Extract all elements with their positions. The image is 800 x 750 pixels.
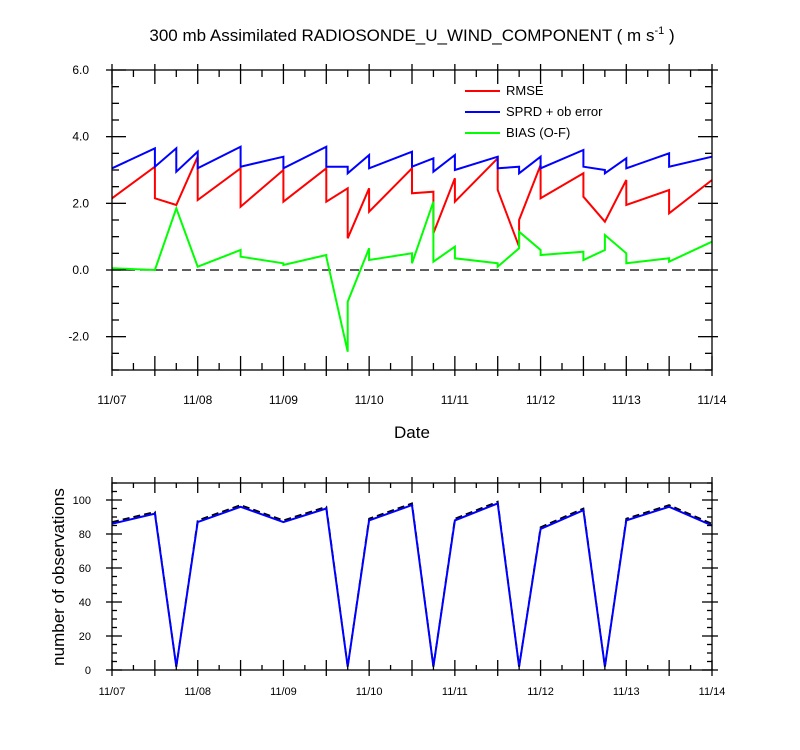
y-tick-label-0: 0 xyxy=(85,665,91,677)
y-tick-label-2-0: 2.0 xyxy=(72,196,89,210)
chart-title-superscript: -1 xyxy=(654,25,664,37)
legend-label-sprd-ob-error: SPRD + ob error xyxy=(506,104,603,119)
top-plot-frame xyxy=(111,69,713,371)
x-tick-label-11-10: 11/10 xyxy=(355,393,384,407)
legend: RMSE SPRD + ob error BIAS (O-F) xyxy=(465,83,603,140)
y-tick-label-20: 20 xyxy=(79,631,91,643)
legend-label-rmse: RMSE xyxy=(506,83,544,98)
top-ticks-group xyxy=(106,64,718,376)
chart-title-main: 300 mb Assimilated RADIOSONDE_U_WIND_COM… xyxy=(149,26,654,45)
y-tick-label-40: 40 xyxy=(79,597,91,609)
x-tick-label-11-09: 11/09 xyxy=(270,686,297,698)
series-line-observations-possible xyxy=(111,500,713,667)
x-tick-label-11-14: 11/14 xyxy=(697,393,726,407)
x-tick-label-11-10: 11/10 xyxy=(356,686,383,698)
top-tick-labels: 11/07 11/08 11/09 11/10 11/11 11/12 11/13 11/14… xyxy=(68,63,727,407)
y-tick-label-0-0: 0.0 xyxy=(72,263,89,277)
series-line-bias-o-f xyxy=(111,201,713,352)
x-tick-label-11-11: 11/11 xyxy=(441,393,470,407)
x-tick-label-11-14: 11/14 xyxy=(699,686,726,698)
y-tick-label-100: 100 xyxy=(73,495,91,507)
series-line-sprd-ob-error xyxy=(111,145,713,176)
y-axis-title-observations: number of observations xyxy=(49,488,68,666)
y-tick-label-4-0: 4.0 xyxy=(72,130,89,144)
chart-title-suffix: ) xyxy=(664,26,674,45)
bias-rmse-panel: 11/07 11/08 11/09 11/10 11/11 11/12 11/13 11/14… xyxy=(68,63,727,442)
bottom-series-group xyxy=(111,500,713,667)
x-tick-label-11-11: 11/11 xyxy=(442,686,468,698)
top-series-group xyxy=(111,145,713,352)
y-tick-label-2-0: -2.0 xyxy=(68,330,89,344)
x-tick-label-11-12: 11/12 xyxy=(527,686,554,698)
observations-panel: 11/07 11/08 11/09 11/10 11/11 11/12 11/13 11/14… xyxy=(49,477,725,698)
x-tick-label-11-12: 11/12 xyxy=(526,393,555,407)
y-tick-label-6-0: 6.0 xyxy=(72,63,89,77)
x-tick-label-11-13: 11/13 xyxy=(612,393,641,407)
chart-title: 300 mb Assimilated RADIOSONDE_U_WIND_COM… xyxy=(149,25,674,45)
x-axis-title: Date xyxy=(394,423,430,442)
bottom-ticks-group xyxy=(106,477,718,676)
x-tick-label-11-07: 11/07 xyxy=(99,686,126,698)
x-tick-label-11-07: 11/07 xyxy=(97,393,126,407)
series-line-observations-used xyxy=(111,501,713,667)
legend-label-bias-o-f: BIAS (O-F) xyxy=(506,125,570,140)
x-tick-label-11-09: 11/09 xyxy=(269,393,298,407)
y-tick-label-80: 80 xyxy=(79,529,91,541)
series-line-rmse xyxy=(111,155,713,248)
bottom-tick-labels: 11/07 11/08 11/09 11/10 11/11 11/12 11/13 11/14… xyxy=(73,495,726,698)
x-tick-label-11-13: 11/13 xyxy=(613,686,640,698)
y-tick-label-60: 60 xyxy=(79,563,91,575)
x-tick-label-11-08: 11/08 xyxy=(184,686,211,698)
x-tick-label-11-08: 11/08 xyxy=(183,393,212,407)
